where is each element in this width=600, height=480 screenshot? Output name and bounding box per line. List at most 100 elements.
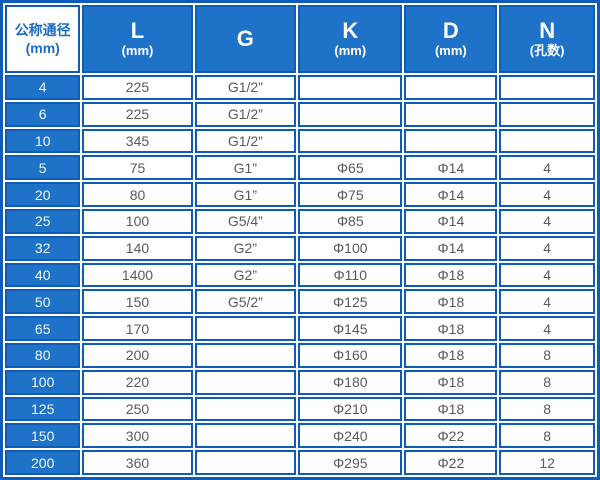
- table-header: 公称通径 (mm) L (mm) G K (mm) D (mm) N (孔数): [5, 5, 595, 73]
- header-N: N (孔数): [499, 5, 595, 73]
- table-cell: 140: [82, 235, 193, 261]
- row-header-cell: 10: [5, 128, 81, 154]
- table-cell: Φ240: [298, 423, 403, 449]
- row-header-cell: 25: [5, 208, 81, 234]
- header-row: 公称通径 (mm) L (mm) G K (mm) D (mm) N (孔数): [5, 5, 595, 73]
- table-cell: Φ100: [298, 235, 403, 261]
- row-header-cell: 40: [5, 262, 81, 288]
- table-cell: 225: [82, 75, 193, 100]
- header-main-label: N: [539, 18, 556, 43]
- table-cell: [298, 75, 403, 100]
- table-cell: 75: [82, 155, 193, 181]
- table-cell: [194, 396, 297, 422]
- table-row: 100 220 Φ180 Φ18 8: [5, 369, 595, 395]
- row-header-cell: 50: [5, 289, 81, 315]
- table-cell: Φ145: [298, 316, 403, 341]
- table-cell: Φ125: [298, 289, 403, 315]
- table-cell: Φ160: [298, 342, 403, 368]
- table-row: 65 170 Φ145 Φ18 4: [5, 316, 595, 341]
- header-sub-label: (孔数): [529, 43, 565, 58]
- table-cell: Φ18: [404, 289, 498, 315]
- header-sub-label: (mm): [434, 43, 467, 58]
- table-cell: [499, 75, 595, 100]
- table-cell: Φ18: [404, 369, 498, 395]
- header-sub-label: (mm): [121, 43, 154, 58]
- row-header-cell: 150: [5, 423, 81, 449]
- table-cell: G1/2”: [194, 101, 297, 127]
- table-row: 200 360 Φ295 Φ22 12: [5, 450, 595, 475]
- header-main-label: 公称通径: [14, 22, 71, 38]
- row-header-cell: 65: [5, 316, 81, 341]
- table-body: 4 225 G1/2” 6 225 G1/2” 10 345 G1/2” 5 7…: [5, 75, 595, 475]
- header-sub-label: (mm): [334, 43, 367, 58]
- table-cell: 4: [499, 316, 595, 341]
- table-cell: [404, 128, 498, 154]
- table-row: 10 345 G1/2”: [5, 128, 595, 154]
- table-cell: Φ18: [404, 316, 498, 341]
- table-cell: Φ210: [298, 396, 403, 422]
- table-cell: Φ180: [298, 369, 403, 395]
- table-cell: 8: [499, 396, 595, 422]
- table-cell: Φ14: [404, 155, 498, 181]
- table-cell: 225: [82, 101, 193, 127]
- table-cell: [194, 450, 297, 475]
- table-cell: 220: [82, 369, 193, 395]
- row-header-cell: 20: [5, 182, 81, 207]
- table-cell: G5/4”: [194, 208, 297, 234]
- table-cell: [298, 101, 403, 127]
- table-cell: 4: [499, 289, 595, 315]
- table-cell: Φ75: [298, 182, 403, 207]
- table-row: 6 225 G1/2”: [5, 101, 595, 127]
- table-cell: 4: [499, 235, 595, 261]
- table-cell: G1/2”: [194, 75, 297, 100]
- table-cell: [194, 316, 297, 341]
- table-cell: Φ22: [404, 423, 498, 449]
- table-cell: 250: [82, 396, 193, 422]
- table-cell: G1/2”: [194, 128, 297, 154]
- table-cell: 150: [82, 289, 193, 315]
- row-header-cell: 80: [5, 342, 81, 368]
- table-row: 150 300 Φ240 Φ22 8: [5, 423, 595, 449]
- table-cell: [404, 75, 498, 100]
- table-cell: 4: [499, 155, 595, 181]
- header-nominal-diameter: 公称通径 (mm): [5, 5, 81, 73]
- table-cell: Φ295: [298, 450, 403, 475]
- table-row: 25 100 G5/4” Φ85 Φ14 4: [5, 208, 595, 234]
- table-cell: Φ18: [404, 342, 498, 368]
- row-header-cell: 6: [5, 101, 81, 127]
- table-cell: 4: [499, 182, 595, 207]
- table-cell: 1400: [82, 262, 193, 288]
- table-cell: 4: [499, 208, 595, 234]
- table-row: 20 80 G1” Φ75 Φ14 4: [5, 182, 595, 207]
- table-cell: Φ14: [404, 235, 498, 261]
- header-main-label: K: [342, 18, 359, 43]
- table-row: 40 1400 G2” Φ110 Φ18 4: [5, 262, 595, 288]
- table-cell: 170: [82, 316, 193, 341]
- table-cell: [298, 128, 403, 154]
- table-row: 80 200 Φ160 Φ18 8: [5, 342, 595, 368]
- table-cell: Φ110: [298, 262, 403, 288]
- table-row: 50 150 G5/2” Φ125 Φ18 4: [5, 289, 595, 315]
- header-main-label: G: [236, 26, 254, 51]
- table-cell: G5/2”: [194, 289, 297, 315]
- table-cell: 8: [499, 423, 595, 449]
- header-D: D (mm): [404, 5, 498, 73]
- table-cell: 345: [82, 128, 193, 154]
- table-cell: 12: [499, 450, 595, 475]
- table-cell: [499, 128, 595, 154]
- table-cell: 80: [82, 182, 193, 207]
- row-header-cell: 100: [5, 369, 81, 395]
- table-cell: G2”: [194, 235, 297, 261]
- row-header-cell: 200: [5, 450, 81, 475]
- row-header-cell: 125: [5, 396, 81, 422]
- table-cell: 100: [82, 208, 193, 234]
- header-L: L (mm): [82, 5, 193, 73]
- table-cell: [194, 369, 297, 395]
- header-K: K (mm): [298, 5, 403, 73]
- table-cell: 4: [499, 262, 595, 288]
- header-main-label: L: [130, 18, 145, 43]
- table-row: 4 225 G1/2”: [5, 75, 595, 100]
- table-cell: Φ85: [298, 208, 403, 234]
- row-header-cell: 32: [5, 235, 81, 261]
